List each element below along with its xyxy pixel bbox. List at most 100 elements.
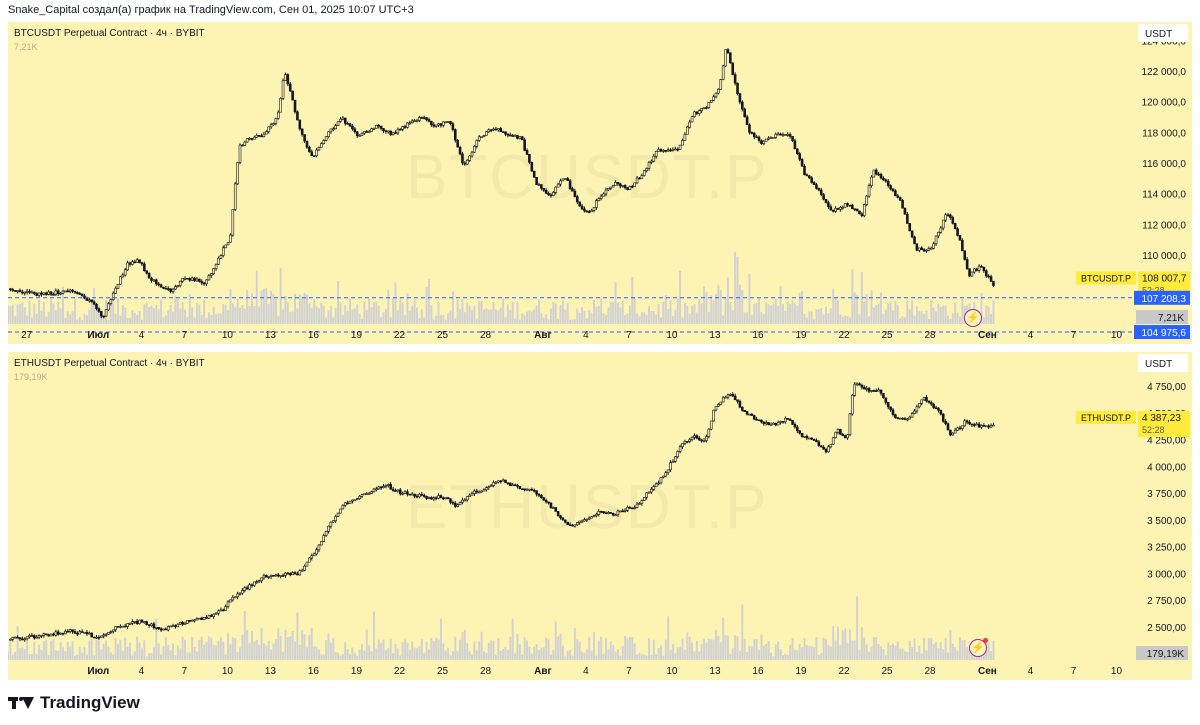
volume-bar [387, 648, 390, 660]
volume-bar [59, 641, 62, 660]
candle-body [700, 439, 703, 442]
time-axis[interactable] [8, 324, 1192, 344]
candle-body [867, 388, 871, 392]
price-line-label[interactable] [1134, 290, 1190, 305]
volume-bar [578, 641, 581, 660]
volume-bar [203, 644, 206, 660]
candle-body [190, 277, 194, 281]
candle-body [862, 386, 866, 390]
volume-bar [353, 653, 356, 660]
volume-bar [774, 644, 777, 660]
candle-body [178, 280, 182, 286]
candle-body [418, 117, 421, 121]
volume-bar [219, 637, 222, 660]
eth-chart-svg[interactable]: 4 750,004 500,004 250,004 000,003 750,00… [8, 352, 1192, 680]
volume-bar [963, 639, 966, 660]
candle-body [456, 504, 459, 507]
volume-bar [317, 649, 320, 660]
candle-body [532, 489, 536, 492]
volume-bar [198, 304, 201, 324]
price-tick-label: 2 500,00 [1147, 623, 1186, 634]
candle-body [320, 143, 323, 148]
candle-body [453, 502, 457, 507]
last-price-label[interactable] [1138, 411, 1190, 438]
candle-body [267, 126, 271, 133]
time-tick-label: 27 [21, 330, 33, 341]
volume-bar [332, 317, 335, 324]
volume-bar [444, 650, 447, 660]
candle-body [384, 485, 388, 487]
candle-body [336, 121, 340, 126]
time-tick-label: 10 [222, 330, 234, 341]
candle-body [102, 634, 105, 637]
candle-body [932, 403, 935, 409]
time-axis[interactable] [8, 660, 1192, 680]
volume-bar [18, 648, 21, 660]
candle-body [207, 275, 211, 281]
candle-body [49, 633, 53, 637]
volume-bar [872, 637, 875, 660]
candle-body [915, 243, 919, 251]
candle-body [159, 628, 163, 631]
volume-bar [121, 650, 124, 660]
candle-body [499, 128, 503, 133]
symbol-tag[interactable] [1076, 411, 1136, 425]
candle-body [839, 429, 842, 435]
candle-body [205, 617, 208, 619]
volume-bar [262, 643, 265, 660]
candle-body [901, 417, 904, 420]
candle-body [334, 516, 337, 522]
volume-bar [423, 653, 426, 660]
volume-bar [494, 309, 497, 324]
volume-bar [157, 309, 160, 324]
volume-bar [569, 319, 572, 324]
volume-bar [229, 289, 232, 324]
candle-body [851, 395, 854, 415]
volume-bar [961, 298, 964, 324]
candle-body [898, 197, 902, 201]
candle-body [566, 521, 569, 525]
eth-chart-pane[interactable]: ETHUSDT.P 4 750,004 500,004 250,004 000,… [8, 352, 1192, 680]
candle-body [133, 261, 137, 264]
candle-body [975, 268, 979, 271]
symbol-tag[interactable] [1076, 271, 1136, 285]
currency-button[interactable] [1138, 24, 1188, 42]
candle-body [554, 507, 558, 512]
candle-body [867, 185, 871, 197]
candle-body [394, 490, 397, 492]
btc-lightning-icon[interactable]: ⚡ [964, 309, 982, 327]
candle-body [757, 136, 761, 141]
candle-body [85, 297, 89, 301]
volume-bar [430, 637, 433, 660]
currency-button[interactable] [1138, 354, 1188, 372]
volume-bar [865, 293, 868, 324]
candle-body [791, 420, 794, 425]
time-tick-label: 28 [925, 330, 937, 341]
candle-body [169, 288, 172, 292]
candle-body [535, 490, 538, 495]
candle-body [848, 204, 852, 207]
candle-body [796, 426, 799, 432]
volume-bar [392, 298, 395, 324]
volume-bar [772, 303, 775, 324]
volume-bar [258, 306, 261, 324]
candle-body [717, 89, 720, 94]
candle-body [721, 397, 725, 403]
volume-bar [81, 319, 84, 324]
candle-body [293, 572, 297, 575]
eth-lightning-icon[interactable]: ⚡ [969, 638, 988, 657]
candle-body [116, 626, 120, 628]
volume-bar [676, 298, 679, 324]
candle-body [453, 129, 457, 141]
tradingview-logo[interactable]: TradingView [8, 692, 140, 714]
volume-bar [767, 641, 770, 660]
price-line-label[interactable] [1134, 325, 1190, 340]
volume-bar [317, 308, 320, 324]
volume-bar [597, 640, 600, 660]
volume-bar [894, 301, 897, 324]
volume-bar [614, 282, 617, 324]
candle-body [370, 128, 373, 132]
candle-body [430, 497, 433, 500]
